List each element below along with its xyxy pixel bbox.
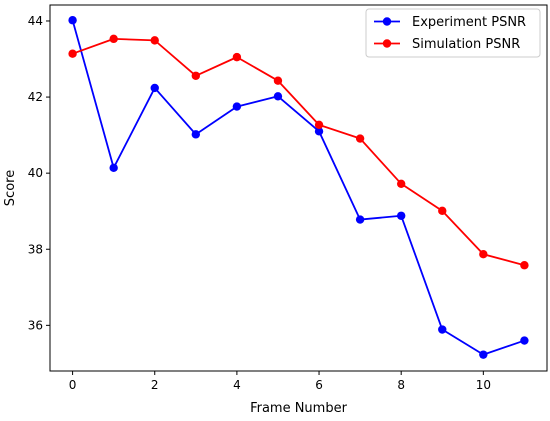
legend-marker-experiment	[382, 17, 392, 26]
data-point-experiment	[355, 215, 365, 224]
legend-label-experiment: Experiment PSNR	[412, 15, 526, 30]
data-point-experiment	[232, 102, 242, 111]
data-point-experiment	[109, 163, 118, 173]
data-point-experiment	[68, 16, 77, 25]
x-axis-label: Frame Number	[250, 401, 348, 416]
y-tick-label: 38	[28, 242, 43, 256]
x-tick-label: 2	[151, 378, 159, 392]
data-point-experiment	[273, 92, 283, 101]
x-tick-label: 10	[476, 378, 491, 392]
y-axis: 36 38 40 42 44	[28, 14, 50, 332]
series-layer	[68, 16, 529, 359]
data-point-simulation	[232, 52, 242, 62]
data-point-simulation	[396, 179, 406, 189]
legend: Experiment PSNR Simulation PSNR	[365, 8, 541, 58]
data-point-simulation	[273, 76, 283, 85]
series-line-experiment	[71, 19, 525, 356]
data-point-simulation	[150, 36, 159, 45]
x-tick-label: 0	[69, 378, 77, 392]
y-axis-label: Score	[3, 170, 18, 206]
data-point-experiment	[438, 325, 447, 334]
data-point-simulation	[68, 49, 77, 58]
data-point-experiment	[520, 336, 529, 345]
data-point-simulation	[314, 120, 324, 130]
y-tick-label: 40	[28, 166, 43, 180]
x-axis: 0 2 4 6 8 10	[69, 371, 491, 392]
y-tick-label: 44	[28, 14, 43, 28]
data-point-simulation	[438, 206, 447, 216]
data-point-experiment	[314, 127, 324, 136]
y-tick-label: 36	[28, 318, 43, 332]
data-point-simulation	[355, 134, 365, 143]
plot-frame	[49, 4, 548, 372]
legend-label-simulation: Simulation PSNR	[412, 37, 520, 52]
y-tick-label: 42	[28, 90, 43, 104]
data-point-experiment	[479, 350, 488, 359]
x-tick-label: 6	[315, 378, 323, 392]
legend-marker-simulation	[382, 39, 392, 48]
legend-box	[365, 8, 541, 58]
data-point-simulation	[109, 34, 118, 44]
x-tick-label: 8	[397, 378, 405, 392]
data-point-experiment	[191, 130, 201, 139]
data-point-simulation	[520, 261, 529, 270]
data-point-simulation	[191, 71, 201, 80]
data-point-simulation	[479, 250, 488, 259]
data-point-experiment	[150, 83, 159, 93]
x-tick-label: 4	[233, 378, 241, 392]
series-line-simulation	[72, 37, 525, 267]
data-point-experiment	[396, 211, 406, 220]
